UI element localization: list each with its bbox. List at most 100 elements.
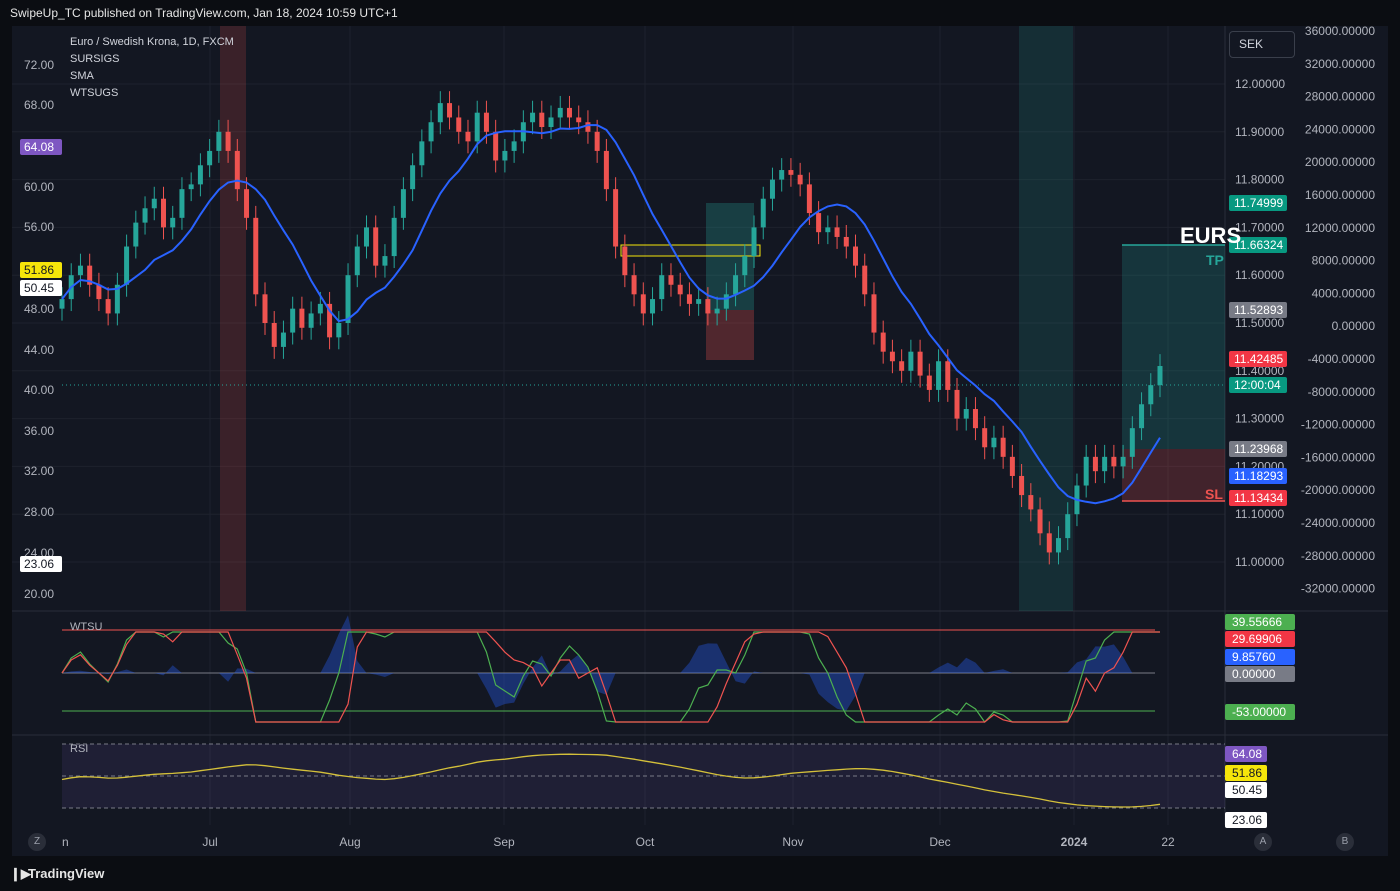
left-tick-label: 32.00: [24, 464, 54, 478]
candle-body: [677, 284, 683, 295]
price-badge: [1229, 468, 1287, 484]
currency-button[interactable]: SEK: [1229, 31, 1295, 58]
left-badge: [20, 262, 62, 278]
candle-body: [834, 227, 840, 237]
left-tick-label: 48.00: [24, 302, 54, 316]
price-badge-text: 11.18293: [1234, 469, 1283, 483]
candle-body: [299, 308, 305, 328]
candle-body: [456, 117, 462, 132]
candle-body: [142, 208, 148, 223]
candle-body: [437, 103, 443, 123]
candle-body: [926, 375, 932, 390]
x-tick-label: Dec: [929, 835, 950, 849]
candle-body: [354, 246, 360, 276]
candle-body: [244, 189, 250, 218]
candle-body: [806, 184, 812, 214]
candle-body: [871, 294, 877, 333]
secondary-tick-label: 32000.00000: [1305, 57, 1375, 71]
sl-label: SL: [1205, 486, 1223, 502]
auto-scale-button[interactable]: A: [1254, 833, 1272, 851]
left-tick-label: 56.00: [24, 220, 54, 234]
candle-body: [733, 275, 739, 295]
publish-header: SwipeUp_TC published on TradingView.com,…: [0, 0, 1400, 26]
wtsu-badge-text: -53.00000: [1232, 705, 1286, 719]
wtsu-badge-text: 29.69906: [1232, 632, 1282, 646]
candle-body: [650, 299, 656, 314]
candle-body: [225, 131, 231, 151]
candle-body: [742, 256, 748, 276]
candle-body: [640, 294, 646, 314]
candle-body: [400, 189, 406, 218]
price-tick-label: 11.60000: [1235, 268, 1284, 282]
price-tick-label: 11.70000: [1235, 220, 1284, 234]
wtsu-badge: [1225, 631, 1295, 647]
candle-body: [216, 131, 222, 151]
candle-body: [982, 428, 988, 448]
candle-body: [862, 265, 868, 295]
rsi-line: [61, 753, 1161, 808]
log-scale-button[interactable]: B: [1336, 833, 1354, 851]
legend-symbol[interactable]: Euro / Swedish Krona, 1D, FXCM: [70, 36, 234, 48]
candle-body: [585, 122, 591, 132]
left-tick-label: 44.00: [24, 343, 54, 357]
candle-body: [373, 227, 379, 266]
left-badge-text: 23.06: [24, 557, 54, 571]
candle-body: [336, 323, 342, 338]
price-tick-label: 11.40000: [1235, 364, 1284, 378]
candle-body: [557, 107, 563, 118]
chart-legend[interactable]: Euro / Swedish Krona, 1D, FXCM SURSIGS S…: [70, 34, 234, 102]
candle-body: [493, 131, 499, 161]
candle-body: [991, 437, 997, 448]
candle-body: [502, 150, 508, 161]
logo-text: TradingView: [28, 866, 105, 881]
candle-body: [382, 256, 388, 266]
rsi-badge-text: 23.06: [1232, 813, 1262, 827]
candle-body: [696, 299, 702, 304]
rsi-badge-text: 51.86: [1232, 766, 1262, 780]
candle-body: [1000, 437, 1006, 457]
secondary-tick-label: 20000.00000: [1305, 155, 1375, 169]
candle-body: [751, 227, 757, 257]
secondary-tick-label: 8000.00000: [1312, 254, 1376, 268]
candle-body: [963, 409, 969, 419]
candle-body: [447, 103, 453, 118]
secondary-tick-label: -28000.00000: [1301, 549, 1375, 563]
secondary-tick-label: -16000.00000: [1301, 450, 1375, 464]
sma-line: [61, 124, 1161, 505]
candle-body: [769, 179, 775, 199]
legend-ind1[interactable]: SURSIGS: [70, 53, 120, 65]
candle-body: [853, 246, 859, 266]
candle-body: [1129, 428, 1135, 457]
x-tick-label: Jul: [202, 835, 217, 849]
candle-body: [936, 361, 942, 390]
wtsu-badge: [1225, 614, 1295, 630]
x-tick-label: n: [62, 835, 69, 849]
tradingview-logo[interactable]: ❙▶TradingView: [10, 866, 104, 882]
candle-body: [465, 131, 471, 142]
wtsu-fast-line: [61, 631, 1160, 723]
candle-body: [1037, 509, 1043, 534]
wtsu-pane: WTSU 39.55666 29.69906 9.85760 0.00000 -53.00…: [61, 614, 1295, 723]
candle-body: [659, 275, 665, 300]
candle-body: [1046, 533, 1052, 553]
legend-ind3[interactable]: WTSUGS: [70, 87, 119, 99]
candle-body: [280, 332, 286, 347]
footer: ❙▶TradingView: [0, 856, 1400, 891]
secondary-tick-label: 24000.00000: [1305, 122, 1375, 136]
left-tick-label: 36.00: [24, 424, 54, 438]
candle-body: [77, 265, 83, 276]
candle-body: [345, 275, 351, 323]
candle-body: [954, 389, 960, 419]
wtsu-badge: [1225, 649, 1295, 665]
candle-body: [972, 409, 978, 429]
rsi-badge: [1225, 746, 1267, 762]
price-tick-label: 11.80000: [1235, 173, 1284, 187]
candle-body: [889, 351, 895, 362]
candle-body: [1083, 456, 1089, 486]
candle-body: [271, 323, 277, 347]
legend-ind2[interactable]: SMA: [70, 70, 94, 82]
price-badge: [1229, 302, 1287, 318]
secondary-tick-label: 4000.00000: [1312, 286, 1376, 300]
candle-body: [59, 299, 65, 309]
zoom-button[interactable]: Z: [28, 833, 46, 851]
